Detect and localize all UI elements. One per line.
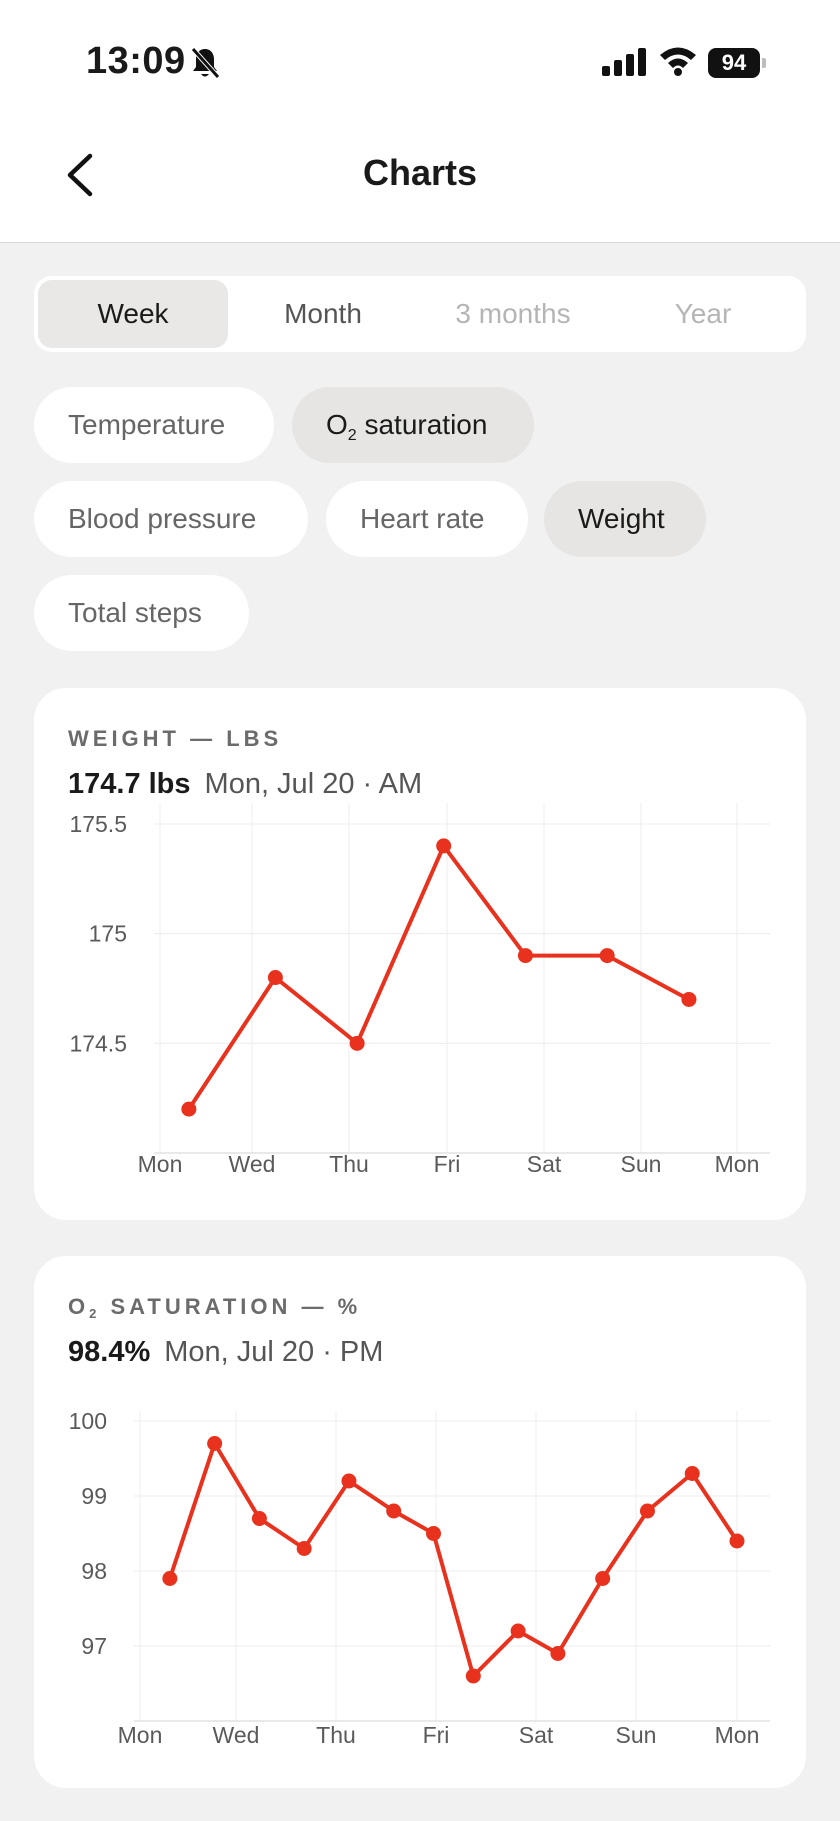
series-line: [167, 1441, 739, 1678]
x-tick-label: Mon: [715, 1722, 760, 1748]
x-tick-label: Wed: [229, 1151, 276, 1177]
range-tab-month[interactable]: Month: [284, 298, 362, 329]
chip-heart-rate[interactable]: Heart rate: [326, 481, 528, 557]
data-point: [296, 1541, 312, 1556]
data-point: [267, 970, 283, 986]
data-point: [729, 1533, 745, 1549]
page-title: Charts: [362, 152, 478, 193]
weight-chart-card: WEIGHT — LBS 174.7 lbs Mon, Jul 20 · AM 1…: [34, 688, 806, 1220]
y-tick-label: 99: [81, 1483, 107, 1509]
data-point: [341, 1473, 357, 1489]
x-tick-label: Mon: [118, 1722, 163, 1748]
x-tick-label: Sun: [616, 1722, 657, 1748]
x-tick-label: Thu: [316, 1722, 356, 1748]
x-tick-label: Sat: [527, 1151, 562, 1177]
x-tick-label: Sun: [621, 1151, 662, 1177]
data-point: [181, 1101, 197, 1117]
y-tick-label: 97: [81, 1633, 107, 1659]
o2-chart-card: O2 SATURATION — % 98.4% Mon, Jul 20 · PM …: [34, 1256, 806, 1788]
x-tick-label: Mon: [715, 1151, 760, 1177]
x-tick-label: Sat: [519, 1722, 554, 1748]
data-point: [436, 838, 452, 854]
top-bar: 13:09 94 Charts: [0, 0, 840, 243]
data-point: [517, 948, 533, 964]
data-point: [162, 1571, 178, 1586]
data-point: [684, 1466, 700, 1481]
data-point: [207, 1436, 223, 1451]
o2-line-chart: 97 98 99 100 Mon Wed Thu Fri Sat Sun Mon: [69, 1408, 770, 1748]
chip-temperature[interactable]: Temperature: [34, 387, 274, 463]
x-tick-label: Wed: [213, 1722, 260, 1748]
data-point: [681, 991, 697, 1007]
range-tab-year[interactable]: Year: [674, 298, 732, 329]
weight-latest-value: 174.7 lbs: [68, 768, 191, 800]
series-line: [186, 843, 691, 1112]
o2-latest: 98.4% Mon, Jul 20 · PM: [68, 1336, 383, 1369]
data-point: [599, 948, 615, 964]
x-tick-label: Fri: [423, 1722, 450, 1748]
data-point: [639, 1503, 655, 1519]
back-chevron-icon[interactable]: [60, 150, 104, 200]
data-point: [550, 1646, 566, 1661]
x-tick-label: Mon: [138, 1151, 183, 1177]
y-tick-label: 174.5: [69, 1030, 127, 1056]
bell-muted-icon: [191, 47, 220, 79]
weight-latest-time: Mon, Jul 20 · AM: [204, 768, 423, 800]
o2-latest-time: Mon, Jul 20 · PM: [164, 1336, 384, 1368]
weight-chart-title: WEIGHT — LBS: [68, 726, 283, 751]
status-time: 13:09: [86, 40, 186, 82]
y-tick-label: 175: [89, 921, 127, 947]
x-tick-label: Fri: [434, 1151, 461, 1177]
chart-grid: [154, 803, 770, 1154]
cellular-signal-icon: [602, 48, 646, 76]
y-tick-label: 100: [69, 1408, 107, 1434]
y-tick-label: 98: [81, 1558, 107, 1584]
o2-latest-value: 98.4%: [68, 1336, 151, 1368]
chip-blood-pressure[interactable]: Blood pressure: [34, 481, 308, 557]
data-point: [510, 1623, 526, 1639]
range-tab-3-months[interactable]: 3 months: [455, 298, 571, 329]
data-point: [251, 1511, 267, 1526]
weight-line-chart: 174.5 175 175.5 Mon Wed Thu Fri Sat Sun Mon: [69, 803, 770, 1177]
data-point: [595, 1571, 611, 1586]
battery-indicator: 94: [708, 48, 766, 78]
chip-total-steps[interactable]: Total steps: [34, 575, 249, 651]
y-tick-label: 175.5: [69, 811, 127, 837]
range-tab-week[interactable]: Week: [38, 280, 228, 348]
data-point: [349, 1035, 365, 1051]
chip-weight[interactable]: Weight: [544, 481, 706, 557]
wifi-icon: [660, 47, 696, 76]
data-point: [386, 1503, 402, 1519]
data-point: [465, 1668, 481, 1684]
battery-level: 94: [708, 48, 760, 78]
x-tick-label: Thu: [329, 1151, 369, 1177]
weight-latest: 174.7 lbs Mon, Jul 20 · AM: [68, 768, 422, 801]
chip-o2-saturation[interactable]: O2 saturation: [292, 387, 534, 463]
data-point: [426, 1526, 442, 1541]
chart-grid: [134, 1411, 770, 1722]
range-segmented-control: Week Month 3 months Year: [34, 276, 806, 352]
o2-chart-title: O2 SATURATION — %: [68, 1294, 362, 1321]
